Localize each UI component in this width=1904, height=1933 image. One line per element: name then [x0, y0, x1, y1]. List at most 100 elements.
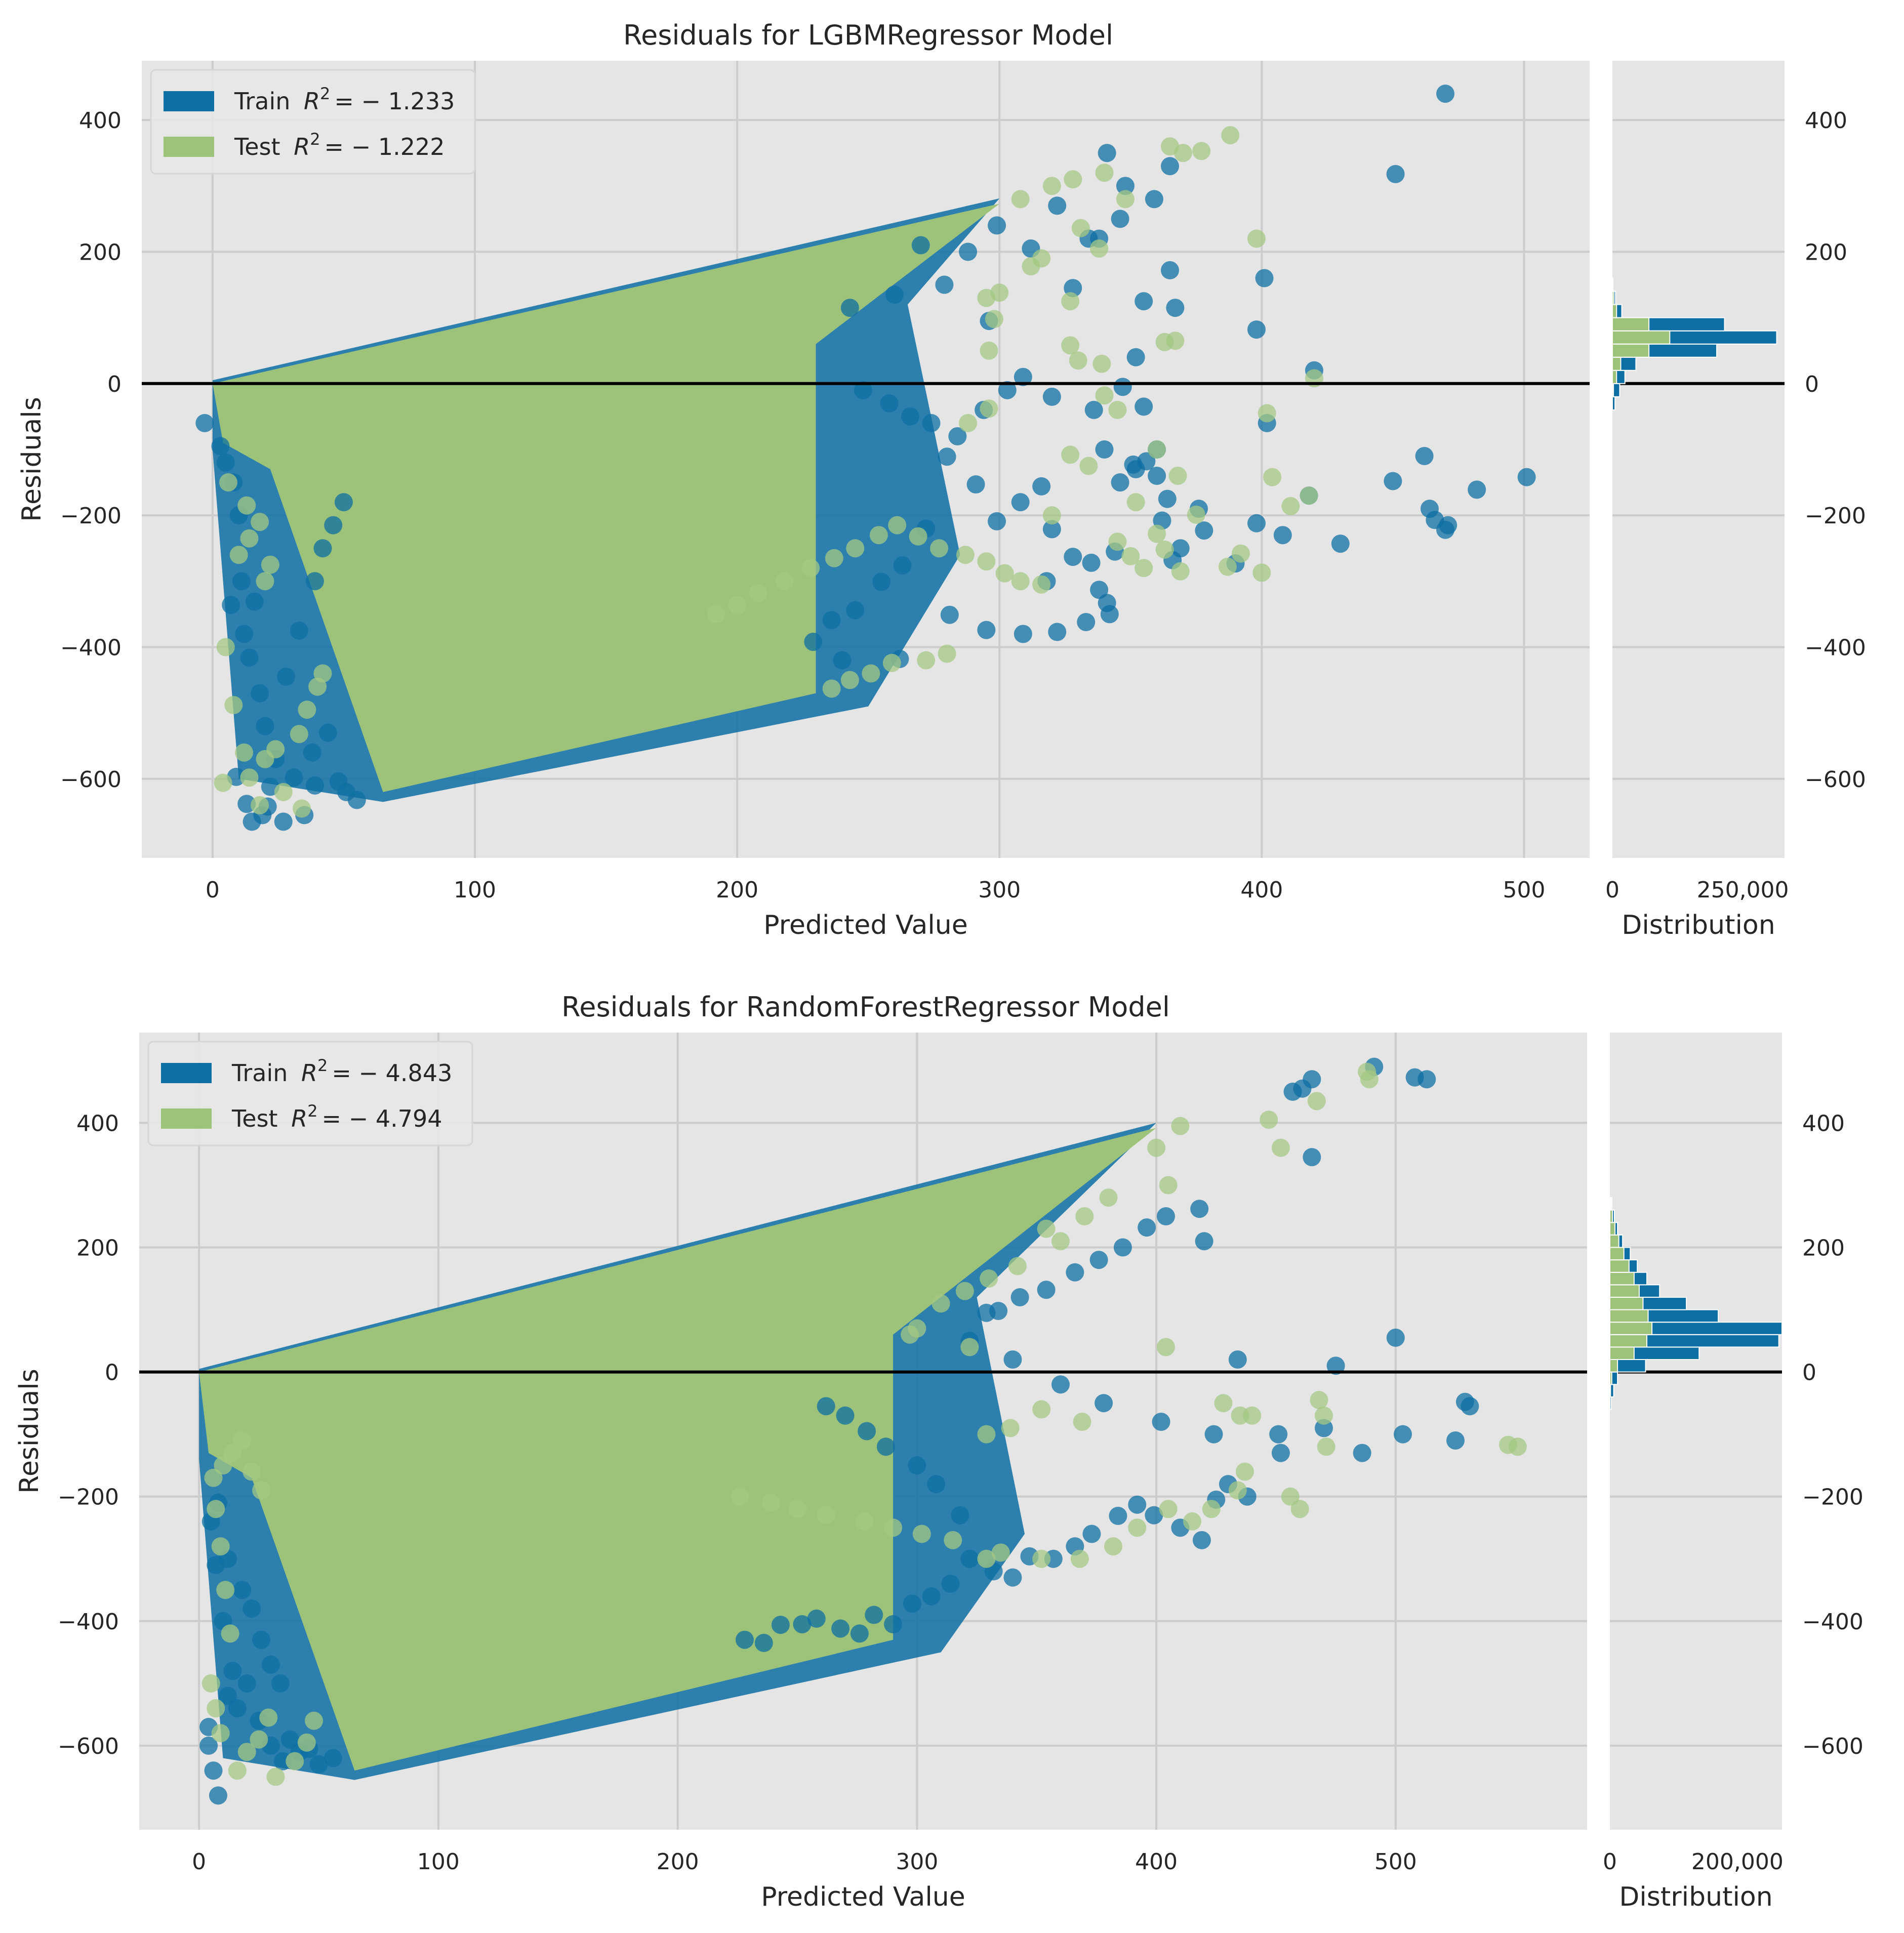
test-point — [960, 1338, 979, 1356]
test-point — [1051, 1232, 1070, 1251]
scatter-points — [199, 1057, 1527, 1805]
y-tick-label: −200 — [58, 1485, 119, 1510]
train-point — [1010, 1288, 1029, 1306]
test-histogram-bar — [1612, 369, 1617, 384]
y-tick-label: −600 — [58, 1734, 119, 1759]
train-point — [1303, 1148, 1321, 1167]
train-point — [1135, 397, 1153, 416]
legend-r2-value: = − 1.222 — [325, 133, 445, 160]
test-point — [775, 572, 794, 591]
train-point — [1269, 1425, 1288, 1444]
train-point — [204, 1761, 223, 1780]
train-point — [1461, 1397, 1479, 1416]
test-point — [762, 1494, 780, 1512]
test-point — [1317, 1437, 1335, 1456]
dist-x-axis-label: Distribution — [1622, 910, 1775, 940]
test-point — [930, 539, 949, 558]
train-point — [872, 572, 891, 591]
test-point — [221, 1624, 239, 1643]
train-point — [1111, 473, 1129, 492]
test-point — [801, 559, 820, 578]
train-point — [211, 437, 230, 456]
train-point — [305, 776, 324, 795]
test-point — [980, 1269, 998, 1288]
train-point — [1271, 1444, 1290, 1462]
test-point — [1064, 170, 1082, 189]
train-point — [1247, 514, 1266, 532]
test-point — [822, 679, 841, 698]
train-point — [885, 285, 904, 304]
train-point — [940, 605, 959, 624]
test-histogram-bar — [1612, 304, 1617, 318]
train-point — [1228, 1350, 1247, 1369]
train-point — [1145, 1506, 1163, 1525]
train-point — [793, 1615, 812, 1633]
legend-r2-exponent: 2 — [310, 130, 320, 149]
x-tick-label: 400 — [1240, 877, 1283, 903]
train-point — [1161, 157, 1180, 176]
train-point — [850, 1624, 869, 1643]
test-point — [266, 740, 285, 759]
train-point — [1042, 520, 1061, 539]
train-point — [209, 1786, 227, 1805]
legend-label-test: Test R2 = − 4.794 — [231, 1101, 442, 1132]
test-point — [313, 664, 332, 683]
test-point — [955, 1282, 974, 1300]
test-histogram-bar — [1609, 1322, 1653, 1335]
train-point — [1315, 1419, 1333, 1437]
test-point — [912, 1525, 931, 1543]
test-histogram-bar — [1609, 1209, 1613, 1223]
test-point — [977, 1549, 996, 1568]
x-tick-label: 0 — [206, 877, 220, 903]
y-tick-label: 0 — [105, 1360, 119, 1386]
x-tick-label: 300 — [896, 1849, 938, 1875]
legend-r2-value: = − 1.233 — [334, 88, 455, 115]
test-point — [938, 644, 956, 663]
test-histogram-bar — [1609, 1247, 1625, 1261]
train-point — [935, 275, 954, 294]
train-point — [1326, 1356, 1345, 1375]
y-axis-label: Residuals — [17, 397, 47, 522]
test-point — [297, 1733, 316, 1752]
test-point — [707, 605, 725, 624]
train-point — [237, 1674, 256, 1693]
right-y-tick-label: 200 — [1805, 239, 1847, 265]
test-point — [1221, 126, 1240, 145]
test-point — [1116, 190, 1135, 209]
test-point — [1095, 386, 1114, 405]
train-point — [951, 1506, 969, 1525]
test-point — [1071, 219, 1090, 237]
test-point — [251, 513, 269, 531]
train-point — [242, 1599, 261, 1618]
legend-series-name: Train — [234, 88, 298, 115]
test-histogram-bar — [1612, 330, 1671, 345]
test-point — [1095, 163, 1114, 182]
test-point — [1499, 1435, 1517, 1454]
train-point — [1084, 400, 1103, 419]
test-point — [749, 584, 767, 602]
test-point — [1166, 332, 1185, 350]
train-point — [927, 1475, 946, 1494]
test-point — [1121, 547, 1140, 565]
train-point — [347, 791, 366, 809]
train-point — [274, 812, 293, 831]
test-point — [1159, 1176, 1178, 1195]
y-tick-label: −400 — [58, 1609, 119, 1635]
test-point-cloud — [199, 1128, 1157, 1771]
legend-series-name: Test — [231, 1105, 285, 1132]
train-point — [1417, 1070, 1436, 1089]
train-point — [804, 633, 823, 651]
right-y-tick-label: −600 — [1805, 767, 1866, 793]
train-histogram-bar — [1609, 1396, 1612, 1410]
train-point — [771, 1616, 790, 1634]
train-point — [235, 625, 254, 643]
test-point — [237, 1743, 256, 1761]
train-point — [903, 1594, 921, 1613]
train-point — [840, 299, 859, 317]
train-point — [922, 414, 941, 432]
legend-swatch-train — [161, 1063, 212, 1083]
test-point — [216, 638, 235, 656]
train-point — [1064, 548, 1082, 566]
test-point — [1104, 1537, 1122, 1556]
test-point — [1281, 497, 1300, 515]
